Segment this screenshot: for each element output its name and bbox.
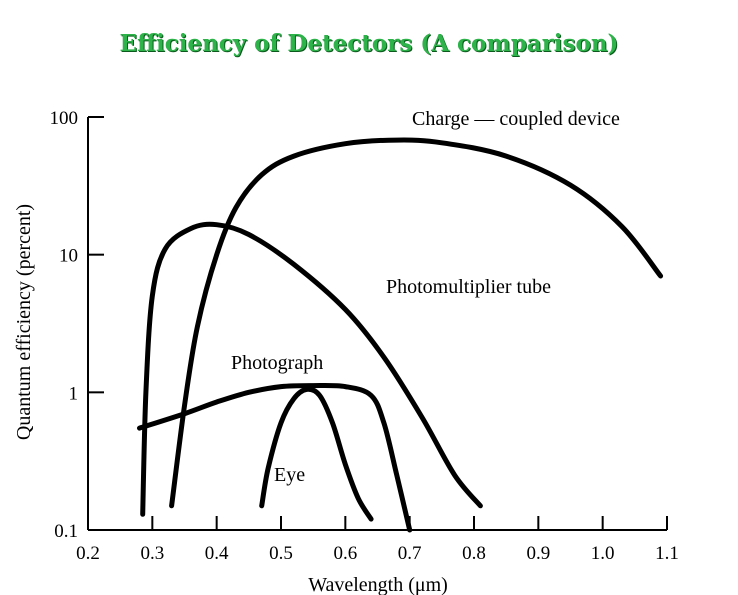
- y-tick-label: 10: [59, 246, 78, 267]
- chart-curves: [137, 137, 664, 533]
- series-curve-photograph: [137, 382, 413, 533]
- y-axis-title: Quantum efficiency (percent): [13, 204, 35, 440]
- y-tick-label: 0.1: [54, 521, 78, 542]
- series-label-eye: Eye: [274, 464, 305, 486]
- series-curve-charge-coupled-device: [169, 137, 664, 509]
- series-label-charge-coupled-device: Charge — coupled device: [412, 108, 620, 130]
- series-label-photograph: Photograph: [231, 352, 323, 374]
- chart-series-labels: Charge — coupled device Photomultiplier t…: [231, 108, 620, 486]
- x-tick-label: 0.3: [140, 543, 164, 564]
- x-tick-label: 0.5: [269, 543, 293, 564]
- x-tick-label: 0.8: [462, 543, 486, 564]
- series-curve-eye: [259, 386, 374, 522]
- y-tick-label: 100: [50, 108, 79, 129]
- chart-title: Efficiency of Detectors (A comparison): [119, 30, 619, 57]
- x-axis-title: Wavelength (μm): [308, 574, 448, 595]
- x-tick-label: 0.9: [526, 543, 550, 564]
- series-label-photomultiplier-tube: Photomultiplier tube: [386, 276, 551, 298]
- x-tick-label: 0.4: [205, 543, 229, 564]
- x-tick-label: 1.1: [655, 543, 679, 564]
- x-tick-label: 1.0: [591, 543, 615, 564]
- y-tick-label: 1: [69, 383, 79, 404]
- x-tick-label: 0.7: [398, 543, 422, 564]
- series-curve-photomultiplier-tube: [140, 221, 483, 517]
- x-tick-label: 0.6: [333, 543, 357, 564]
- x-tick-label: 0.2: [76, 543, 100, 564]
- chart-axes: 0.2 0.3 0.4 0.5 0.6 0.7 0.8 0.9 1.0 1.1 0.1 1 10 100: [50, 108, 679, 564]
